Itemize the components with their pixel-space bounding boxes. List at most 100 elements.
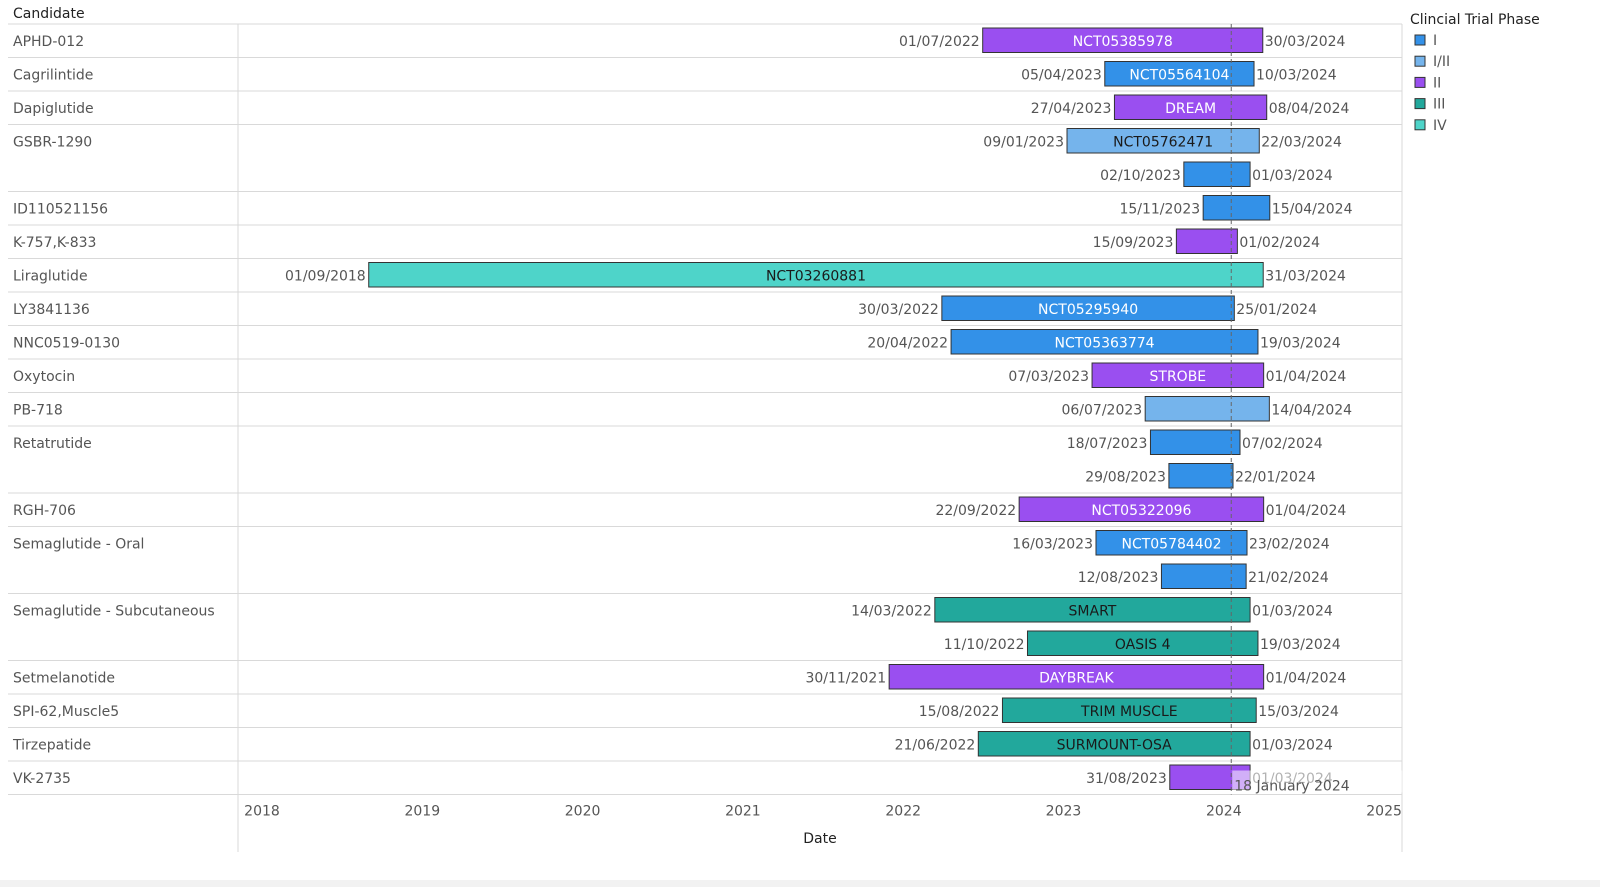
row-label-2: Dapiglutide [13,101,94,117]
trial-bar-group[interactable]: 22/09/2022 01/04/2024 NCT05322096 [935,496,1346,522]
row-label-12: RGH-706 [13,503,76,519]
x-tick-label: 2024 [1206,804,1242,820]
trial-name-label: NCT05762471 [1113,135,1213,151]
legend-swatch [1414,76,1426,88]
start-date-label: 01/09/2018 [285,269,366,285]
start-date-label: 15/11/2023 [1119,202,1200,218]
trial-bar[interactable] [1095,530,1248,556]
legend-item-3[interactable]: III [1414,97,1445,113]
trial-bar-group[interactable]: 12/08/2023 21/02/2024 [1078,563,1329,589]
trial-bar[interactable] [1160,563,1247,589]
start-date-label: 31/08/2023 [1086,771,1167,787]
trial-bar-group[interactable]: 30/11/2021 01/04/2024 DAYBREAK [805,664,1346,690]
trial-bar-group[interactable]: 27/04/2023 08/04/2024 DREAM [1031,94,1350,120]
row-label-1: Cagrilintide [13,68,93,84]
row-label-6: Liraglutide [13,269,88,285]
trial-bar-group[interactable]: 01/07/2022 30/03/2024 NCT05385978 [899,27,1346,53]
trial-name-label: SMART [1069,604,1117,620]
trial-bar-group[interactable]: 20/04/2022 19/03/2024 NCT05363774 [867,329,1341,355]
trial-bar[interactable] [1091,362,1265,388]
start-date-label: 22/09/2022 [935,503,1016,519]
trial-bar[interactable] [1113,94,1268,120]
trial-bar[interactable] [1168,463,1234,489]
legend-swatch [1414,34,1426,46]
legend-swatch [1414,98,1426,110]
trial-bar[interactable] [1001,697,1257,723]
trial-name-label: NCT05784402 [1121,537,1221,553]
trial-bar-group[interactable]: 14/03/2022 01/03/2024 SMART [851,597,1333,623]
trial-name-label: NCT05322096 [1091,503,1191,519]
start-date-label: 16/03/2023 [1012,537,1093,553]
trial-bar-group[interactable]: 01/09/2018 31/03/2024 NCT03260881 [285,262,1346,288]
trial-bar[interactable] [1175,228,1238,254]
legend-item-4[interactable]: IV [1414,118,1447,134]
legend-label: I [1433,33,1437,49]
trial-bar[interactable] [368,262,1264,288]
trial-name-label: NCT05564104 [1129,68,1229,84]
trial-name-label: DREAM [1165,101,1216,117]
end-date-label: 15/04/2024 [1272,202,1353,218]
trial-bar-group[interactable]: 06/07/2023 14/04/2024 [1061,396,1352,422]
legend-title: Clincial Trial Phase [1410,12,1540,28]
trial-bar[interactable] [950,329,1259,355]
trial-bar[interactable] [934,597,1251,623]
end-date-label: 01/04/2024 [1266,369,1347,385]
row-label-9: Oxytocin [13,369,75,385]
trial-bar-group[interactable]: 02/10/2023 01/03/2024 [1100,161,1333,187]
trial-bar[interactable] [1202,195,1271,221]
trial-bar-group[interactable]: 15/11/2023 15/04/2024 [1119,195,1353,221]
trial-bar[interactable] [888,664,1265,690]
trial-bar-group[interactable]: 15/08/2022 15/03/2024 TRIM MUSCLE [919,697,1339,723]
start-date-label: 29/08/2023 [1085,470,1166,486]
legend-item-2[interactable]: II [1414,75,1441,91]
end-date-label: 30/03/2024 [1265,34,1346,50]
trial-bar[interactable] [1026,630,1259,656]
trial-bar[interactable] [1066,128,1260,154]
reference-line: 18 January 2024 [1230,24,1403,795]
trial-bar-group[interactable]: 07/03/2023 01/04/2024 STROBE [1008,362,1347,388]
trial-bar[interactable] [1183,161,1251,187]
end-date-label: 01/03/2024 [1252,604,1333,620]
end-date-label: 01/03/2024 [1252,168,1333,184]
trial-bar-group[interactable]: 11/10/2022 19/03/2024 OASIS 4 [944,630,1341,656]
trial-bar-group[interactable]: 15/09/2023 01/02/2024 [1093,228,1320,254]
row-label-0: APHD-012 [13,34,84,50]
legend-swatch [1414,55,1426,67]
start-date-label: 12/08/2023 [1078,570,1159,586]
trial-bar[interactable] [977,731,1251,757]
start-date-label: 21/06/2022 [895,738,976,754]
start-date-label: 05/04/2023 [1021,68,1102,84]
row-label-15: Setmelanotide [13,671,115,687]
trial-bar[interactable] [1144,396,1270,422]
trial-bar-group[interactable]: 21/06/2022 01/03/2024 SURMOUNT-OSA [895,731,1333,757]
trial-bar[interactable] [941,295,1235,321]
trial-bar[interactable] [1149,429,1241,455]
row-label-7: LY3841136 [13,302,90,318]
x-tick-label: 2020 [565,804,601,820]
trial-bar[interactable] [1104,61,1255,87]
trial-bar[interactable] [1018,496,1265,522]
trial-bar-group[interactable]: 09/01/2023 22/03/2024 NCT05762471 [983,128,1342,154]
trial-bar-group[interactable]: 16/03/2023 23/02/2024 NCT05784402 [1012,530,1330,556]
end-date-label: 08/04/2024 [1269,101,1350,117]
row-label-16: SPI-62,Muscle5 [13,704,119,720]
start-date-label: 07/03/2023 [1008,369,1089,385]
legend-item-0[interactable]: I [1414,33,1437,49]
legend-label: II [1433,75,1441,91]
trial-name-label: STROBE [1150,369,1207,385]
trial-bar[interactable] [982,27,1264,53]
trial-name-label: NCT05295940 [1038,302,1138,318]
start-date-label: 01/07/2022 [899,34,980,50]
legend-item-1[interactable]: I/II [1414,54,1450,70]
row-label-17: Tirzepatide [12,738,91,754]
trial-bar-group[interactable]: 29/08/2023 22/01/2024 [1085,463,1316,489]
trial-bar-group[interactable]: 30/03/2022 25/01/2024 NCT05295940 [858,295,1317,321]
end-date-label: 07/02/2024 [1242,436,1323,452]
row-label-8: NNC0519-0130 [13,336,120,352]
trial-bar-group[interactable]: 05/04/2023 10/03/2024 NCT05564104 [1021,61,1337,87]
trial-bar-group[interactable]: 18/07/2023 07/02/2024 [1067,429,1323,455]
start-date-label: 20/04/2022 [867,336,948,352]
row-label-10: PB-718 [13,403,63,419]
